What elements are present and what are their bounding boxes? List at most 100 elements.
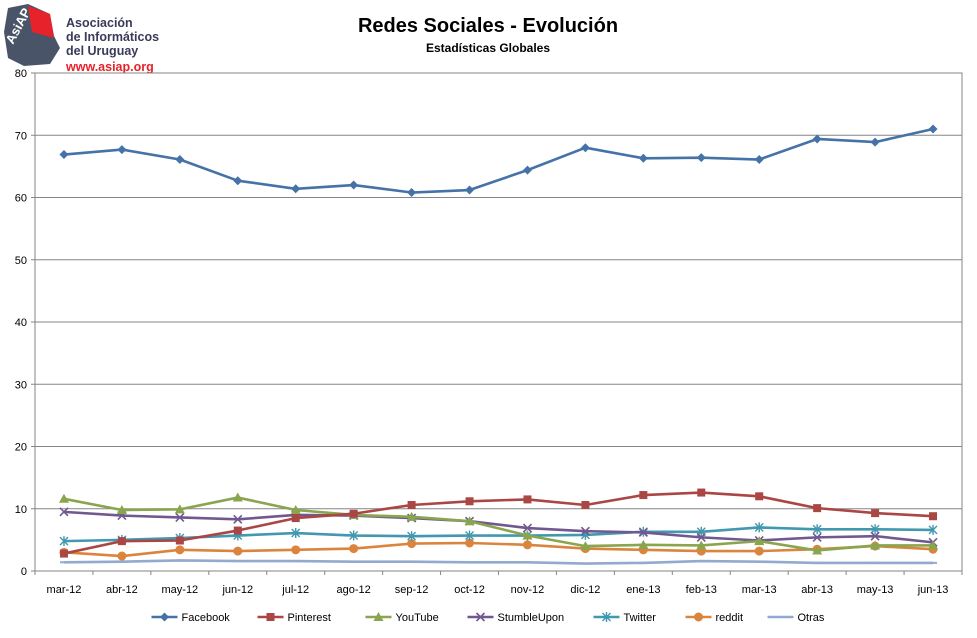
series-otras <box>59 559 938 565</box>
data-point <box>290 504 301 514</box>
data-point <box>928 524 938 535</box>
y-tick-label: 70 <box>15 130 27 142</box>
data-point <box>522 523 533 533</box>
data-point <box>175 512 185 523</box>
legend-item-stumbleupon: StumbleUpon <box>467 612 565 624</box>
y-tick-label: 0 <box>21 566 27 578</box>
legend-label: Otras <box>798 612 825 624</box>
data-point <box>465 497 474 506</box>
chart-subtitle: Estadísticas Globales <box>426 41 550 55</box>
legend-item-reddit: reddit <box>685 612 744 624</box>
y-tick-label: 40 <box>15 317 27 329</box>
legend-label: Pinterest <box>288 612 331 624</box>
data-point <box>175 536 184 545</box>
y-tick-label: 20 <box>15 442 27 454</box>
legend-label: reddit <box>716 612 744 624</box>
data-point <box>754 155 764 165</box>
x-tick-label: jun-12 <box>221 584 253 596</box>
legend-item-otras: Otras <box>767 612 825 624</box>
legend-marker <box>602 612 611 622</box>
y-tick-label: 80 <box>15 68 27 80</box>
data-point <box>696 153 706 163</box>
legend-marker <box>266 613 275 621</box>
data-point <box>233 526 242 535</box>
uruguay-map-icon: AsiAP <box>2 4 60 66</box>
data-point <box>349 530 359 541</box>
x-tick-label: jul-12 <box>281 584 309 596</box>
logo-line-2: de Informáticos <box>66 30 160 44</box>
data-point <box>812 532 822 542</box>
data-point <box>349 544 359 554</box>
data-point <box>175 155 185 165</box>
data-point <box>291 528 301 539</box>
x-tick-label: mar-13 <box>742 584 777 596</box>
data-point <box>638 527 648 537</box>
data-point <box>755 492 764 501</box>
data-point <box>522 540 532 550</box>
data-point <box>465 530 475 541</box>
logo-line-3: del Uruguay <box>66 44 139 58</box>
legend-label: StumbleUpon <box>498 612 565 624</box>
legend-marker <box>373 612 384 621</box>
legend-item-pinterest: Pinterest <box>257 612 331 624</box>
data-point <box>117 145 127 155</box>
data-point <box>813 504 822 513</box>
x-tick-label: ago-12 <box>337 584 371 596</box>
series-twitter <box>59 522 938 547</box>
data-point <box>871 509 880 518</box>
x-tick-label: abr-12 <box>106 584 138 596</box>
data-point <box>291 545 301 555</box>
legend-marker <box>160 612 169 622</box>
data-point <box>638 539 649 549</box>
series-group <box>58 124 939 565</box>
data-point <box>870 524 880 535</box>
data-point <box>349 509 358 518</box>
data-point <box>59 150 69 160</box>
y-tick-label: 60 <box>15 193 27 205</box>
grid <box>34 72 963 572</box>
data-point <box>638 153 648 163</box>
data-point <box>639 491 648 500</box>
data-point <box>870 540 881 550</box>
data-point <box>928 540 939 550</box>
series-line <box>63 510 934 544</box>
y-tick-label: 10 <box>15 504 27 516</box>
data-point <box>870 531 880 541</box>
data-point <box>754 522 764 533</box>
data-point <box>175 545 185 555</box>
data-point <box>232 492 243 502</box>
y-tick-label: 30 <box>15 379 27 391</box>
data-point <box>464 516 475 526</box>
data-point <box>812 134 822 144</box>
series-youtube <box>58 492 939 555</box>
legend-label: YouTube <box>396 612 439 624</box>
data-point <box>580 143 590 153</box>
data-point <box>696 532 706 542</box>
logo-url: www.asiap.org <box>66 60 154 74</box>
data-point <box>58 493 69 503</box>
data-point <box>291 184 301 194</box>
data-point <box>349 180 359 190</box>
data-point <box>59 507 69 517</box>
data-point <box>696 540 707 550</box>
data-point <box>233 176 243 186</box>
data-point <box>233 514 243 524</box>
x-tick-label: may-13 <box>857 584 894 596</box>
x-tick-label: feb-13 <box>686 584 717 596</box>
data-point <box>581 501 590 510</box>
legend-item-youtube: YouTube <box>365 612 439 624</box>
data-point <box>928 124 938 134</box>
data-point <box>233 546 243 556</box>
series-pinterest <box>59 488 938 558</box>
data-point <box>580 526 590 536</box>
x-tick-label: nov-12 <box>511 584 545 596</box>
data-point <box>929 512 938 521</box>
data-point <box>407 188 417 198</box>
data-point <box>580 541 591 551</box>
x-tick-label: mar-12 <box>47 584 82 596</box>
legend-item-facebook: Facebook <box>151 612 230 624</box>
data-point <box>870 137 880 147</box>
data-point <box>812 524 822 535</box>
series-facebook <box>59 124 938 198</box>
series-line <box>63 491 934 555</box>
